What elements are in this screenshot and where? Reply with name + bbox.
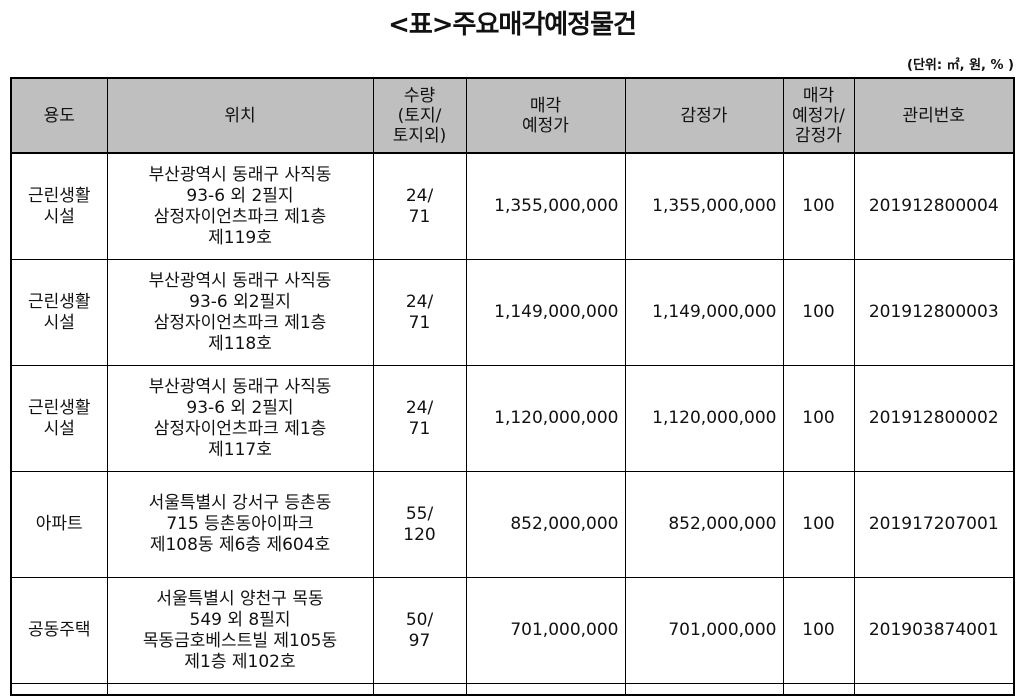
appraisal-cell: 852,000,000 xyxy=(624,471,784,578)
header-quantity: 수량 (토지/ 토지외) xyxy=(372,77,467,154)
table-row: 근린생활 시설 부산광역시 동래구 사직동 93-6 외2필지 삼정자이언츠파크 … xyxy=(10,259,1015,366)
appraisal-cell: 1,149,000,000 xyxy=(624,259,784,366)
property-table: 용도 위치 수량 (토지/ 토지외) 매각 예정가 감정가 매각 예정가/ 감정… xyxy=(10,77,1015,696)
appraisal-cell: 1,120,000,000 xyxy=(624,365,784,472)
id-cell: 201912800002 xyxy=(853,365,1015,472)
use-cell: 근린생활 시설 xyxy=(10,365,108,472)
unit-note: (단위: ㎡, 원, % ) xyxy=(907,58,1014,73)
document-title: <표>주요매각예정물건 xyxy=(388,10,637,40)
quantity-cell: 24/ 71 xyxy=(372,365,467,472)
id-cell: 201917207001 xyxy=(853,471,1015,578)
use-cell: 공동주택 xyxy=(10,577,108,684)
sale-price-cell: 701,000,000 xyxy=(465,577,626,684)
table-row: 공동주택 서울특별시 양천구 목동 549 외 8필지 목동금호베스트빌 제105… xyxy=(10,577,1015,684)
use-cell: 근린생활 시설 xyxy=(10,259,108,366)
sale-price-cell: 1,149,000,000 xyxy=(465,259,626,366)
quantity-cell: 24/ 71 xyxy=(372,259,467,366)
ratio-cell: 100 xyxy=(782,152,855,260)
header-ratio: 매각 예정가/ 감정가 xyxy=(782,77,855,154)
location-cell: 서울특별시 강서구 등촌동 715 등촌동아이파크 제108동 제6층 제604… xyxy=(106,471,374,578)
sale-price-cell: 1,120,000,000 xyxy=(465,365,626,472)
quantity-cell: 24/ 71 xyxy=(372,152,467,260)
location-cell: 서울특별시 양천구 목동 549 외 8필지 목동금호베스트빌 제105동 제1… xyxy=(106,577,374,684)
appraisal-cell: 701,000,000 xyxy=(624,577,784,684)
empty-cell xyxy=(106,683,374,696)
use-cell: 아파트 xyxy=(10,471,108,578)
header-sale-price: 매각 예정가 xyxy=(465,77,626,154)
location-cell: 부산광역시 동래구 사직동 93-6 외 2필지 삼정자이언츠파크 제1층 제1… xyxy=(106,365,374,472)
empty-cell xyxy=(10,683,108,696)
header-row: 용도 위치 수량 (토지/ 토지외) 매각 예정가 감정가 매각 예정가/ 감정… xyxy=(10,77,1015,154)
header-appraisal: 감정가 xyxy=(624,77,784,154)
header-id: 관리번호 xyxy=(853,77,1015,154)
quantity-cell: 50/ 97 xyxy=(372,577,467,684)
sale-price-cell: 852,000,000 xyxy=(465,471,626,578)
id-cell: 201912800004 xyxy=(853,152,1015,260)
table-row: 근린생활 시설 부산광역시 동래구 사직동 93-6 외 2필지 삼정자이언츠파크… xyxy=(10,365,1015,472)
appraisal-cell: 1,355,000,000 xyxy=(624,152,784,260)
quantity-cell: 55/ 120 xyxy=(372,471,467,578)
empty-cell xyxy=(465,683,626,696)
ratio-cell: 100 xyxy=(782,471,855,578)
header-use: 용도 xyxy=(10,77,108,154)
empty-cell xyxy=(372,683,467,696)
header-location: 위치 xyxy=(106,77,374,154)
table-row-partial xyxy=(10,683,1015,696)
empty-cell xyxy=(782,683,855,696)
empty-cell xyxy=(624,683,784,696)
id-cell: 201903874001 xyxy=(853,577,1015,684)
empty-cell xyxy=(853,683,1015,696)
ratio-cell: 100 xyxy=(782,577,855,684)
location-cell: 부산광역시 동래구 사직동 93-6 외 2필지 삼정자이언츠파크 제1층 제1… xyxy=(106,152,374,260)
ratio-cell: 100 xyxy=(782,259,855,366)
table-row: 근린생활 시설 부산광역시 동래구 사직동 93-6 외 2필지 삼정자이언츠파크… xyxy=(10,152,1015,260)
id-cell: 201912800003 xyxy=(853,259,1015,366)
location-cell: 부산광역시 동래구 사직동 93-6 외2필지 삼정자이언츠파크 제1층 제11… xyxy=(106,259,374,366)
sale-price-cell: 1,355,000,000 xyxy=(465,152,626,260)
ratio-cell: 100 xyxy=(782,365,855,472)
table-row: 아파트 서울특별시 강서구 등촌동 715 등촌동아이파크 제108동 제6층 제… xyxy=(10,471,1015,578)
use-cell: 근린생활 시설 xyxy=(10,152,108,260)
